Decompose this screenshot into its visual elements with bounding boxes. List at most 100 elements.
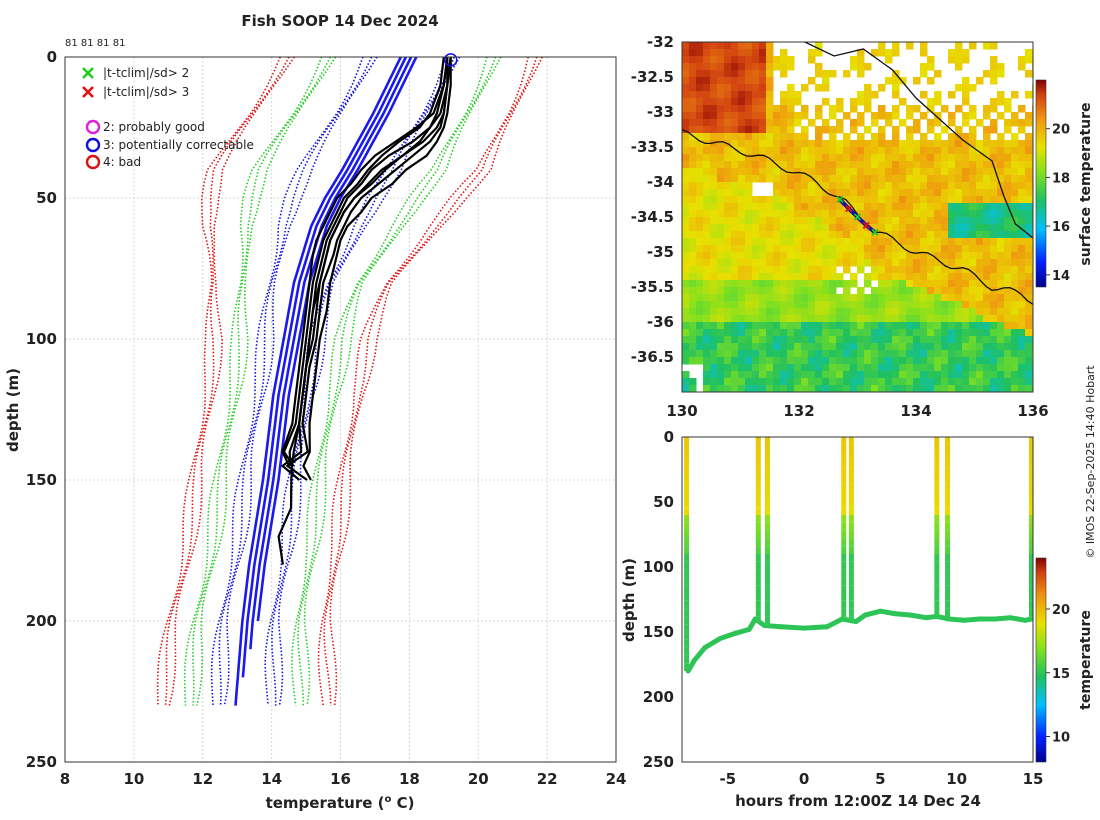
sst-cell: [969, 294, 977, 302]
profile-xlabel: temperature (o C): [266, 794, 415, 812]
sst-cell: [843, 350, 851, 358]
sst-cell: [990, 168, 998, 176]
legend-o-marker: [85, 154, 101, 170]
sst-cell: [899, 350, 907, 358]
sst-cell: [759, 259, 767, 267]
sst-cell: [689, 280, 697, 288]
sst-cell: [934, 252, 942, 260]
sst-cell: [794, 175, 802, 183]
sst-cell: [990, 287, 998, 295]
sst-cell: [871, 154, 879, 162]
map-y-tick-label: -32.5: [631, 68, 674, 86]
sst-cell: [990, 252, 998, 260]
sst-cell: [745, 84, 753, 92]
sst-cell: [1018, 175, 1026, 183]
sst-cell: [759, 329, 767, 337]
sst-cell: [717, 119, 725, 127]
sst-cell: [955, 329, 963, 337]
sst-cell: [731, 168, 739, 176]
sst-cell: [801, 224, 809, 232]
sst-cell: [780, 315, 788, 323]
sst-cell: [682, 210, 690, 218]
sst-cell: [752, 70, 760, 78]
sst-cell: [1018, 56, 1026, 64]
sst-cell: [934, 112, 942, 120]
sst-cell: [745, 133, 753, 141]
sst-cell: [843, 364, 851, 372]
sst-cell: [822, 259, 830, 267]
sst-cell: [1025, 112, 1033, 120]
sst-cell: [815, 329, 823, 337]
sst-cell: [969, 252, 977, 260]
sst-cell: [871, 385, 879, 392]
sst-cell: [710, 315, 718, 323]
sst-cell: [696, 266, 704, 274]
colorbar-tick-label: 18: [1052, 171, 1070, 186]
sst-cell: [885, 273, 893, 281]
sst-cell: [934, 294, 942, 302]
sst-cell: [864, 147, 872, 155]
sst-cell: [878, 231, 886, 239]
sst-cell: [724, 182, 732, 190]
sst-cell: [892, 371, 900, 379]
sst-cell: [731, 182, 739, 190]
sst-cell: [724, 329, 732, 337]
sst-cell: [899, 245, 907, 253]
sst-cell: [787, 217, 795, 225]
sst-cell: [794, 203, 802, 211]
sst-cell: [815, 175, 823, 183]
sst-cell: [899, 196, 907, 204]
sst-cell: [759, 378, 767, 386]
sst-cell: [843, 357, 851, 365]
sst-cell: [766, 112, 774, 120]
sst-cell: [731, 77, 739, 85]
sst-cell: [759, 245, 767, 253]
sst-cell: [843, 161, 851, 169]
sst-cell: [710, 182, 718, 190]
sst-cell: [710, 49, 718, 57]
sst-cell: [780, 189, 788, 197]
sst-cell: [927, 259, 935, 267]
sst-cell: [829, 161, 837, 169]
sst-cell: [822, 231, 830, 239]
sst-cell: [738, 91, 746, 99]
dt-y-tick-label: 150: [643, 623, 674, 641]
sst-cell: [997, 98, 1005, 106]
sst-cell: [983, 161, 991, 169]
sst-cell: [920, 273, 928, 281]
dt-y-tick-label: 200: [643, 688, 674, 706]
sst-cell: [871, 231, 879, 239]
sst-cell: [787, 168, 795, 176]
sst-cell: [766, 273, 774, 281]
sst-cell: [920, 259, 928, 267]
sst-cell: [976, 224, 984, 232]
sst-cell: [962, 77, 970, 85]
map-colorbar-label: surface temperature: [1078, 102, 1094, 265]
sst-cell: [906, 105, 914, 113]
sst-cell: [1018, 126, 1026, 134]
bottom-trace-segment: [893, 611, 914, 618]
sst-cell: [696, 112, 704, 120]
x-tick-label: 18: [399, 770, 420, 788]
sst-cell: [1011, 322, 1019, 330]
sst-cell: [843, 140, 851, 148]
colorbar-tick-label: 16: [1052, 220, 1070, 235]
sst-cell: [822, 308, 830, 316]
sst-cell: [745, 273, 753, 281]
measured-profile-line: [302, 57, 452, 481]
bottom-trace-segment: [778, 624, 807, 631]
sst-cell: [983, 245, 991, 253]
sst-cell: [710, 105, 718, 113]
sst-cell: [836, 119, 844, 127]
sst-cell: [836, 322, 844, 330]
sst-cell: [850, 119, 858, 127]
sst-cell: [717, 140, 725, 148]
sst-cell: [983, 315, 991, 323]
bottom-trace-segment: [717, 630, 738, 641]
sst-cell: [934, 154, 942, 162]
sst-cell: [703, 357, 711, 365]
sst-cell: [703, 371, 711, 379]
temperature-colorbar: [1035, 557, 1047, 763]
sst-cell: [899, 301, 907, 309]
sst-cell: [710, 98, 718, 106]
